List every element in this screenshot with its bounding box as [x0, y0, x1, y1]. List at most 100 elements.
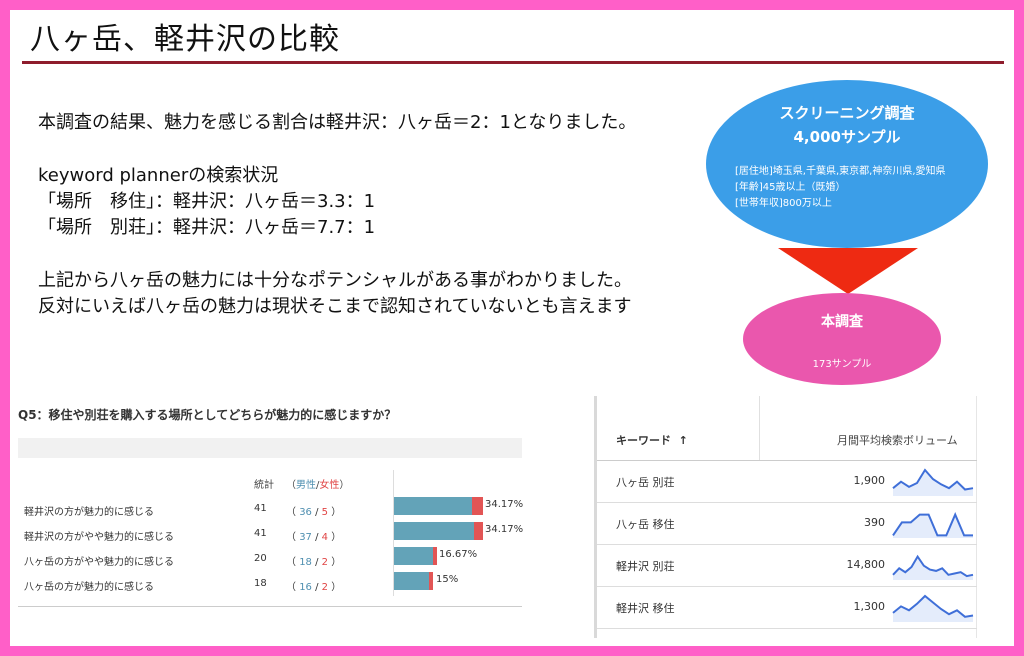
header-divider: [597, 460, 977, 461]
keyword-row[interactable]: 八ヶ岳 移住 390: [597, 503, 977, 545]
main-survey-samples: 173サンプル: [812, 359, 872, 370]
search-volume: 1,300: [853, 600, 886, 613]
header-close-paren: ）: [339, 480, 350, 491]
keyword-text: 軽井沢 別荘: [616, 560, 675, 573]
male-count: 37: [299, 532, 312, 543]
header-male: 男性: [296, 480, 316, 491]
screening-detail-residence: [居住地]埼玉県,千葉県,東京都,神奈川県,愛知県: [735, 166, 946, 177]
survey-row-breakdown: （ 37 / 4 ）: [286, 532, 342, 543]
header-gender-breakdown: （男性/女性）: [286, 476, 349, 491]
header-female: 女性: [319, 480, 340, 491]
female-bar: [429, 572, 433, 590]
sparkline-line: [892, 554, 974, 578]
sparkline-line: [892, 512, 973, 537]
screening-title: スクリーニング調査: [779, 104, 915, 122]
summary-line-migration: 「場所 移住」：軽井沢：八ヶ岳＝3.3：1: [38, 191, 376, 212]
keyword-text: 八ヶ岳 別荘: [616, 476, 675, 489]
male-bar: [394, 497, 472, 515]
survey-row-label: 八ヶ岳の方がやや魅力的に感じる: [24, 557, 174, 568]
sparkline-area: [893, 596, 973, 622]
summary-line-ratio: 本調査の結果、魅力を感じる割合は軽井沢：八ヶ岳＝2：1となりました。: [38, 112, 637, 133]
slide: 八ヶ岳、軽井沢の比較 本調査の結果、魅力を感じる割合は軽井沢：八ヶ岳＝2：1とな…: [10, 10, 1014, 646]
sparkline-line: [892, 468, 974, 491]
spacer: [38, 241, 636, 268]
panel-right-border: [976, 396, 977, 638]
summary-line-awareness: 反対にいえば八ヶ岳の魅力は現状そこまで認知されていないとも言えます: [38, 296, 632, 317]
survey-row-label: 軽井沢の方がやや魅力的に感じる: [24, 532, 174, 543]
survey-row-breakdown: （ 16 / 2 ）: [286, 582, 342, 593]
volume-column-header[interactable]: 月間平均検索ボリューム: [837, 434, 958, 447]
percent-label: 16.67%: [439, 549, 478, 560]
sparkline-area: [893, 556, 973, 580]
main-survey-title: 本調査: [821, 314, 863, 330]
header-column-separator: [759, 396, 760, 460]
female-bar: [472, 497, 483, 515]
keyword-row[interactable]: 八ヶ岳 別荘 1,900: [597, 461, 977, 503]
title-underline: [22, 61, 1004, 64]
slide-title: 八ヶ岳、軽井沢の比較: [30, 22, 340, 57]
survey-row-label: 八ヶ岳の方が魅力的に感じる: [24, 582, 154, 593]
survey-row-total: 41: [254, 528, 267, 539]
screening-detail-income: [世帯年収]800万以上: [735, 198, 832, 209]
survey-row: 軽井沢の方がやや魅力的に感じる 41 （ 37 / 4 ） 34.17%: [18, 522, 524, 547]
percent-label: 15%: [436, 574, 459, 585]
search-volume: 1,900: [853, 474, 886, 487]
survey-row: 八ヶ岳の方が魅力的に感じる 18 （ 16 / 2 ） 15%: [18, 572, 522, 597]
summary-text: 本調査の結果、魅力を感じる割合は軽井沢：八ヶ岳＝2：1となりました。 keywo…: [38, 110, 636, 320]
search-volume: 14,800: [846, 558, 886, 571]
question-divider-band: [18, 438, 522, 458]
main-survey-oval: 本調査 173サンプル: [743, 293, 941, 385]
search-volume: 390: [864, 516, 885, 529]
screening-samples: 4,000サンプル: [793, 128, 901, 146]
screening-survey-oval: スクリーニング調査 4,000サンプル [居住地]埼玉県,千葉県,東京都,神奈川…: [706, 80, 988, 248]
survey-row: 八ヶ岳の方がやや魅力的に感じる 20 （ 18 / 2 ） 16.67%: [18, 547, 522, 572]
female-count: 2: [321, 582, 329, 593]
male-bar: [394, 572, 429, 590]
summary-line-potential: 上記から八ヶ岳の魅力には十分なポテンシャルがある事がわかりました。: [38, 270, 632, 291]
keyword-column-header[interactable]: キーワード ↑: [616, 432, 688, 448]
bar-axis-line: [393, 470, 394, 596]
keyword-text: 八ヶ岳 移住: [616, 518, 675, 531]
keyword-text: 軽井沢 移住: [616, 602, 675, 615]
keyword-row[interactable]: 軽井沢 別荘 14,800: [597, 545, 977, 587]
survey-row-label: 軽井沢の方が魅力的に感じる: [24, 507, 154, 518]
trend-sparkline: [892, 512, 973, 538]
header-slash: /: [316, 480, 320, 491]
male-count: 36: [299, 507, 312, 518]
survey-row-total: 41: [254, 503, 267, 514]
summary-line-planner: keyword plannerの検索状況: [38, 165, 279, 186]
trend-sparkline: [892, 468, 974, 496]
panel-left-border: [594, 396, 597, 638]
female-count: 2: [321, 557, 329, 568]
trend-sparkline: [892, 594, 974, 622]
percent-label: 34.17%: [485, 499, 524, 510]
male-bar: [394, 547, 433, 565]
male-count: 16: [299, 582, 312, 593]
panel-bottom-border: [18, 606, 522, 607]
survey-row: 軽井沢の方が魅力的に感じる 41 （ 36 / 5 ） 34.17%: [18, 497, 524, 522]
header-total: 統計: [254, 480, 274, 491]
survey-row-breakdown: （ 18 / 2 ）: [286, 557, 342, 568]
female-count: 4: [321, 532, 329, 543]
screening-detail-age: [年齢]45歳以上（既婚）: [735, 182, 846, 193]
female-count: 5: [321, 507, 329, 518]
survey-row-breakdown: （ 36 / 5 ）: [286, 507, 342, 518]
survey-row-total: 18: [254, 578, 267, 589]
down-arrow-icon: [778, 248, 918, 294]
summary-line-villa: 「場所 別荘」：軽井沢：八ヶ岳＝7.7：1: [38, 217, 376, 238]
survey-question: Q5：移住や別荘を購入する場所としてどちらが魅力的に感じますか？: [18, 408, 397, 422]
female-bar: [433, 547, 437, 565]
header-open-paren: （: [286, 480, 296, 491]
percent-label: 34.17%: [485, 524, 524, 535]
keyword-header-label: キーワード: [616, 434, 671, 447]
keyword-planner-panel: キーワード ↑ 月間平均検索ボリューム 八ヶ岳 別荘 1,900 八ヶ岳 移住 …: [594, 396, 978, 638]
trend-sparkline: [892, 554, 974, 580]
survey-result-panel: Q5：移住や別荘を購入する場所としてどちらが魅力的に感じますか？ 統計 （男性/…: [18, 398, 524, 608]
sparkline-line: [892, 594, 974, 618]
male-count: 18: [299, 557, 312, 568]
sparkline-area: [893, 470, 973, 496]
keyword-row[interactable]: 軽井沢 移住 1,300: [597, 587, 977, 629]
survey-row-total: 20: [254, 553, 267, 564]
male-bar: [394, 522, 474, 540]
sort-ascending-icon[interactable]: ↑: [678, 434, 688, 447]
